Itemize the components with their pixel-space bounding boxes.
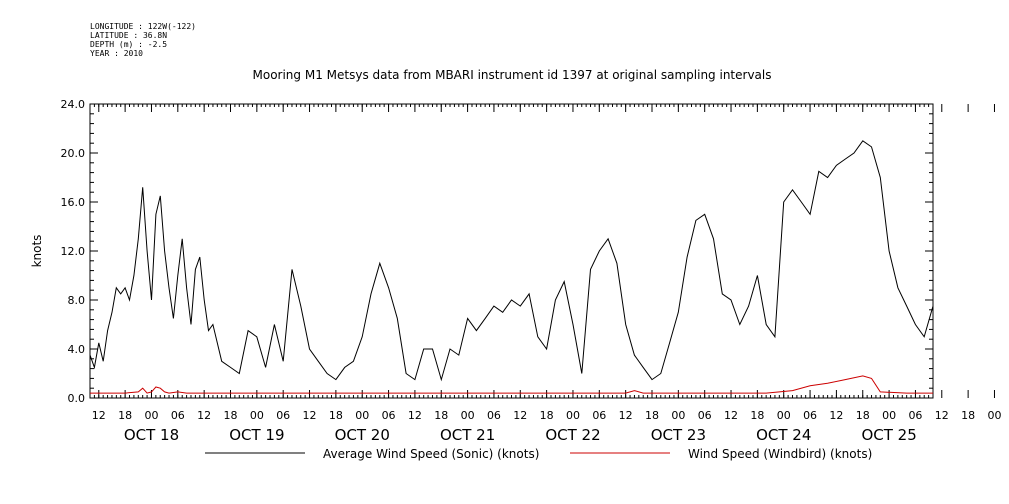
y-tick-label: 8.0 [68, 294, 86, 307]
date-label: OCT 24 [756, 426, 811, 444]
x-tick-label: 00 [355, 409, 369, 422]
meta-longitude: LONGITUDE : 122W(-122) [90, 22, 196, 31]
series-line-sonic [89, 140, 934, 382]
x-tick-label: 12 [408, 409, 422, 422]
axis-ticks [90, 103, 995, 399]
x-tick-label: 18 [118, 409, 132, 422]
x-tick-label: 06 [698, 409, 712, 422]
x-tick-label: 18 [645, 409, 659, 422]
date-label: OCT 25 [861, 426, 916, 444]
x-tick-label: 00 [987, 409, 1001, 422]
x-tick-label: 06 [276, 409, 290, 422]
chart-title: Mooring M1 Metsys data from MBARI instru… [253, 68, 772, 82]
y-tick-label: 20.0 [61, 147, 86, 160]
x-tick-label: 12 [513, 409, 527, 422]
x-tick-label: 12 [829, 409, 843, 422]
date-label: OCT 22 [545, 426, 600, 444]
x-tick-label: 12 [724, 409, 738, 422]
meta-depth: DEPTH (m) : -2.5 [90, 40, 167, 49]
date-label: OCT 20 [335, 426, 390, 444]
x-tick-label: 12 [303, 409, 317, 422]
meta-latitude: LATITUDE : 36.8N [90, 31, 167, 40]
x-tick-label: 06 [382, 409, 396, 422]
x-tick-label: 00 [566, 409, 580, 422]
y-tick-labels: 0.0 4.0 8.0 12.0 16.0 20.0 24.0 [61, 98, 86, 405]
y-axis-label: knots [30, 235, 44, 268]
legend-label-sonic: Average Wind Speed (Sonic) (knots) [323, 447, 539, 461]
x-tick-label: 18 [224, 409, 238, 422]
y-tick-label: 0.0 [68, 392, 86, 405]
x-tick-label: 18 [750, 409, 764, 422]
x-tick-label: 00 [882, 409, 896, 422]
x-tick-label: 12 [92, 409, 106, 422]
x-tick-label: 00 [777, 409, 791, 422]
legend: Average Wind Speed (Sonic) (knots) Wind … [205, 447, 872, 461]
meta-year: YEAR : 2010 [90, 49, 143, 58]
x-tick-label: 18 [329, 409, 343, 422]
x-tick-label: 12 [619, 409, 633, 422]
metadata-block: LONGITUDE : 122W(-122) LATITUDE : 36.8N … [90, 22, 196, 58]
x-tick-label: 00 [671, 409, 685, 422]
x-tick-label: 12 [935, 409, 949, 422]
y-tick-label: 16.0 [61, 196, 86, 209]
date-label: OCT 18 [124, 426, 179, 444]
x-tick-label: 06 [908, 409, 922, 422]
x-tick-label: 06 [171, 409, 185, 422]
x-tick-label: 18 [856, 409, 870, 422]
x-tick-label: 18 [540, 409, 554, 422]
y-tick-label: 12.0 [61, 245, 86, 258]
x-tick-label: 06 [803, 409, 817, 422]
legend-label-windbird: Wind Speed (Windbird) (knots) [688, 447, 872, 461]
plot-frame [89, 103, 934, 399]
date-label: OCT 23 [651, 426, 706, 444]
x-tick-label: 18 [961, 409, 975, 422]
x-tick-label: 18 [434, 409, 448, 422]
x-tick-label: 06 [487, 409, 501, 422]
date-label: OCT 21 [440, 426, 495, 444]
series-line-windbird [90, 375, 933, 394]
date-labels: OCT 18 OCT 19 OCT 20 OCT 21 OCT 22 OCT 23 OCT … [124, 426, 917, 444]
series-lines [89, 140, 934, 394]
x-tick-label: 00 [250, 409, 264, 422]
x-tick-label: 00 [461, 409, 475, 422]
x-tick-label: 12 [197, 409, 211, 422]
x-tick-label: 06 [592, 409, 606, 422]
y-tick-label: 24.0 [61, 98, 86, 111]
x-tick-labels: 12 18 00 06 12 18 00 06 12 18 00 06 12 18 00 06 12 18 00 06… [92, 409, 1002, 422]
date-label: OCT 19 [229, 426, 284, 444]
y-tick-label: 4.0 [68, 343, 86, 356]
x-tick-label: 00 [144, 409, 158, 422]
